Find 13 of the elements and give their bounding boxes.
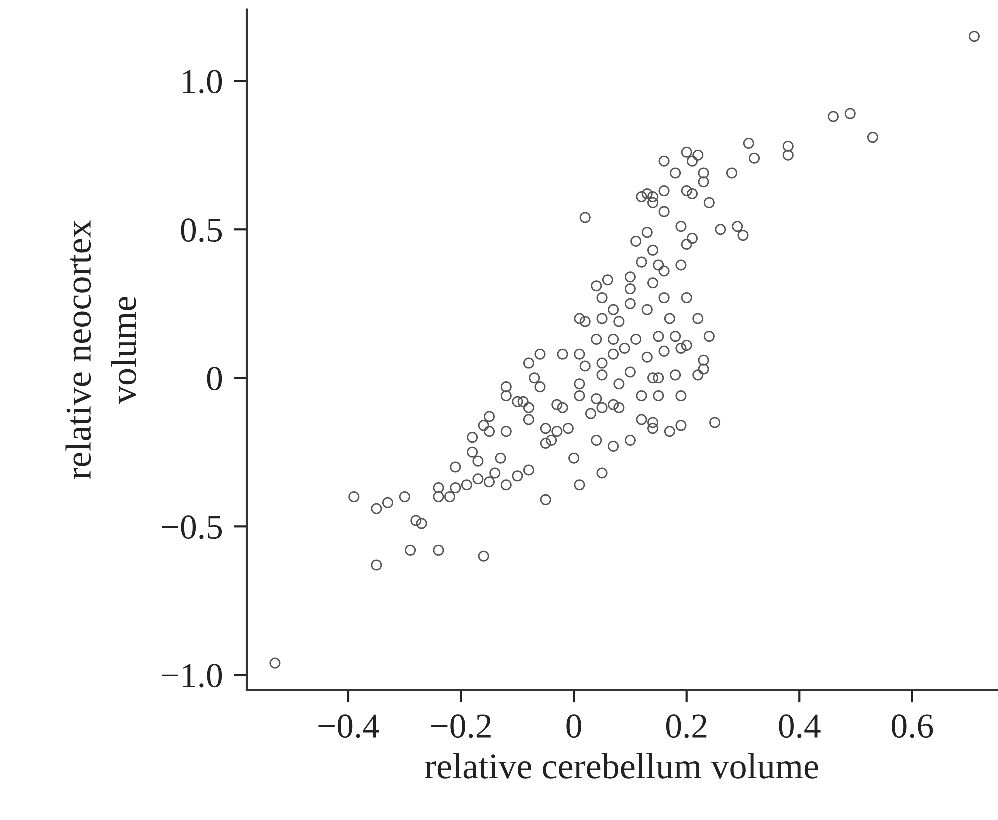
y-tick-label: −0.5 bbox=[162, 516, 222, 540]
y-tick-label: 1.0 bbox=[183, 70, 222, 94]
x-tick-label: −0.2 bbox=[432, 714, 491, 738]
y-tick-label: 0.5 bbox=[181, 218, 222, 242]
x-tick-label: 0 bbox=[566, 714, 582, 738]
y-tick-label: −1.0 bbox=[162, 664, 222, 688]
x-tick-label: 0.2 bbox=[666, 714, 707, 738]
x-tick-label: −0.4 bbox=[318, 714, 380, 738]
y-axis-title: relative neocortex volume bbox=[66, 220, 136, 480]
x-tick-label: 0.6 bbox=[892, 714, 934, 738]
x-axis-title: relative cerebellum volume bbox=[425, 753, 818, 779]
x-tick-label: 0.4 bbox=[779, 714, 821, 738]
y-tick-label: 0 bbox=[207, 367, 222, 391]
